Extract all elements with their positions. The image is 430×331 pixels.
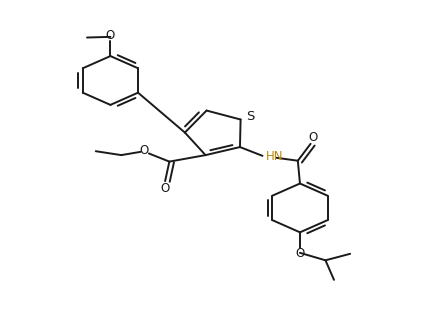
Text: O: O <box>105 29 115 42</box>
Text: S: S <box>245 111 254 123</box>
Text: O: O <box>160 182 169 195</box>
Text: O: O <box>139 144 148 157</box>
Text: HN: HN <box>265 150 283 163</box>
Text: O: O <box>307 131 316 144</box>
Text: O: O <box>295 247 304 260</box>
